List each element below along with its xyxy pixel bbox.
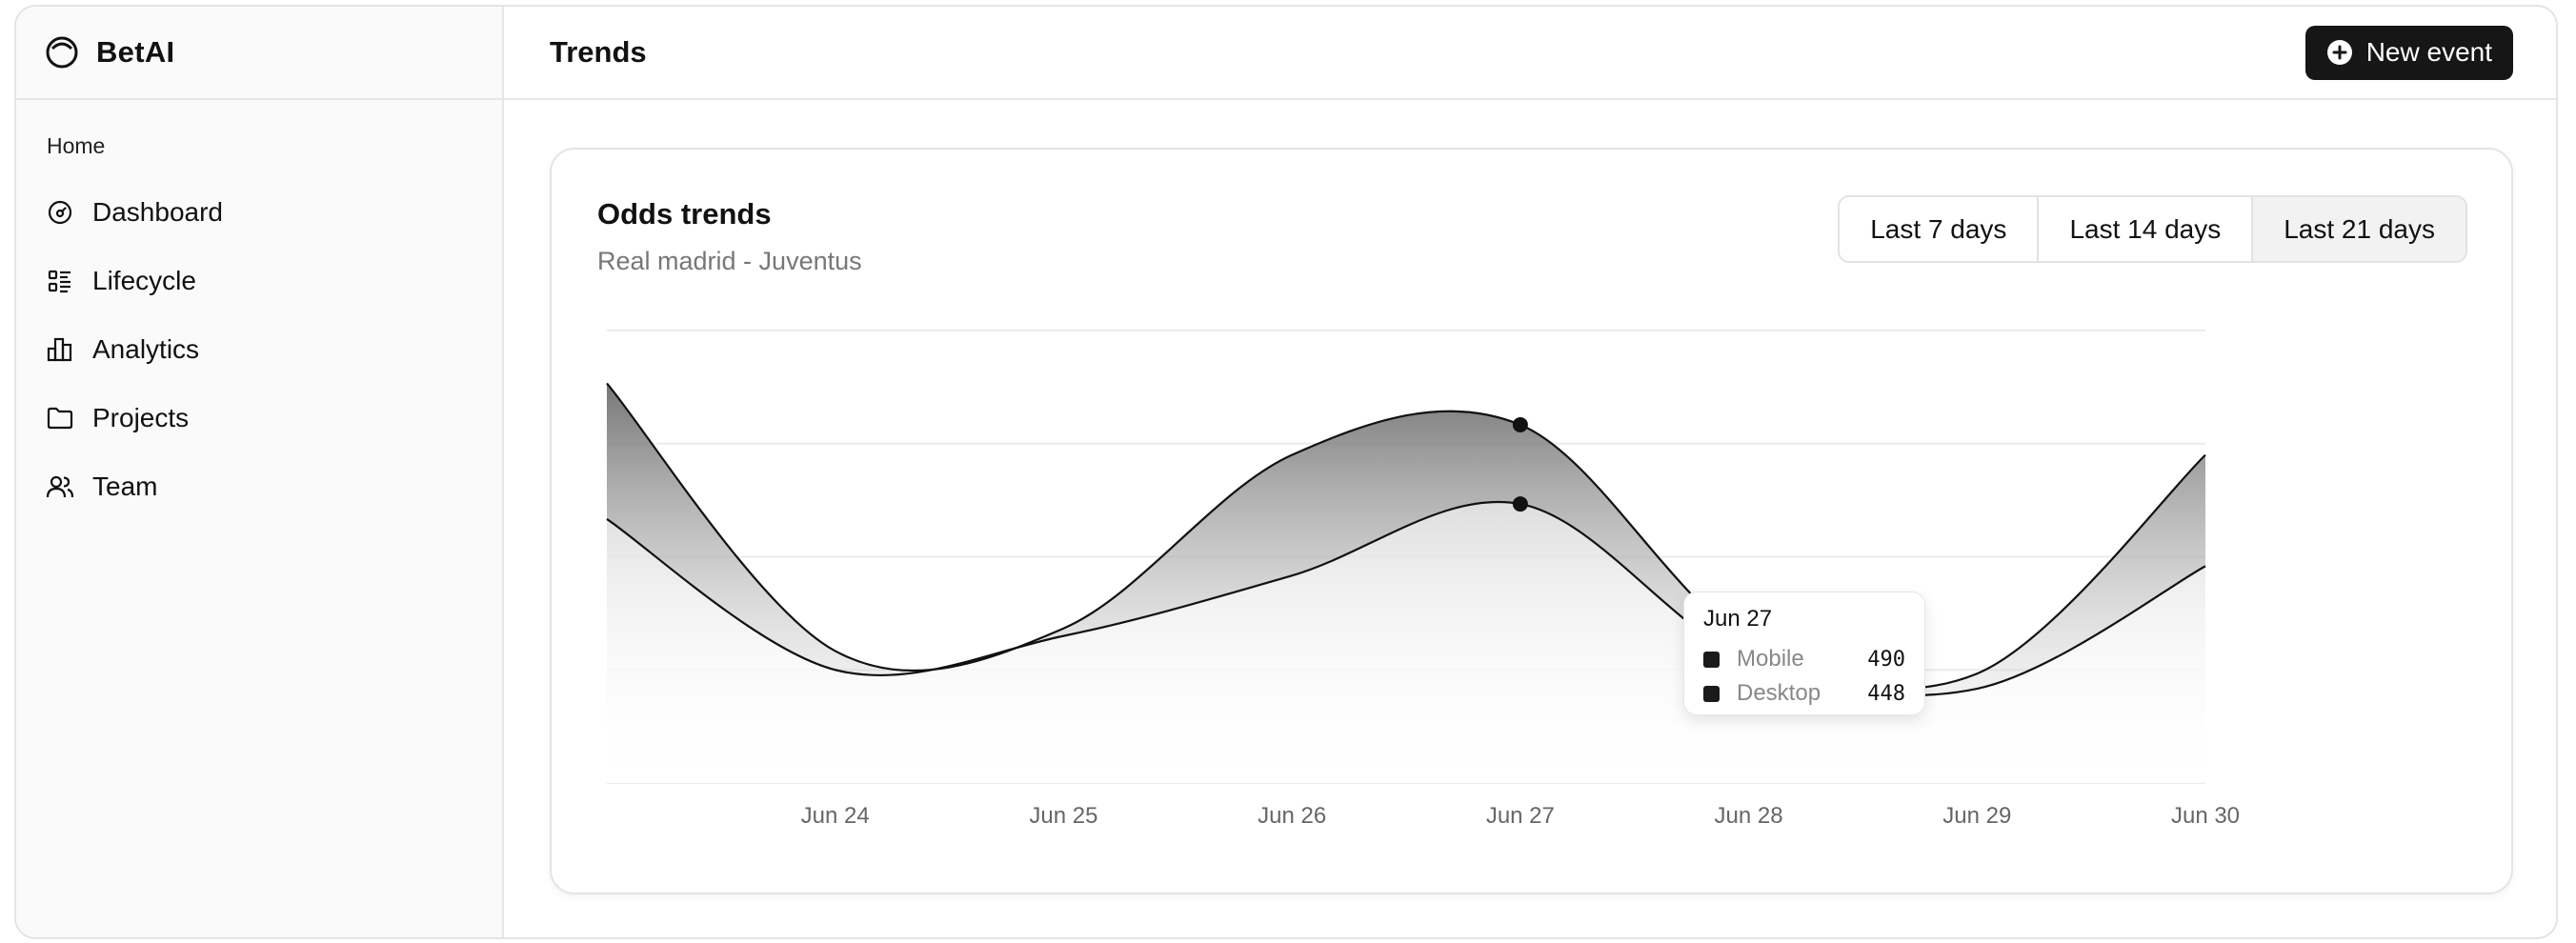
sidebar-item-lifecycle[interactable]: Lifecycle [45,247,483,315]
brand[interactable]: BetAI [16,7,502,100]
sidebar-item-dashboard[interactable]: Dashboard [45,178,483,247]
tooltip-row-mobile: Mobile 490 [1703,642,1905,676]
date-range-toggle: Last 7 days Last 14 days Last 21 days [1838,195,2467,263]
sidebar-item-projects[interactable]: Projects [45,384,483,452]
range-last-21-days-button[interactable]: Last 21 days [2253,197,2465,261]
chart-tooltip: Jun 27 Mobile 490 Desktop 448 [1683,592,1925,715]
card-title: Odds trends [597,197,772,231]
tooltip-swatch [1703,685,1720,702]
range-last-7-days-button[interactable]: Last 7 days [1840,197,2040,261]
new-event-button[interactable]: New event [2304,25,2513,80]
gauge-icon [48,200,72,225]
sidebar-item-label: Lifecycle [92,266,196,295]
tooltip-value: 448 [1867,681,1905,706]
odds-trends-card: Jun 24 Jun 25 Jun 26 Jun 27 Jun 28 Jun 29 Jun … [550,148,2513,894]
tooltip-date: Jun 27 [1703,606,1773,632]
tooltip-label: Desktop [1737,680,1821,706]
sidebar-nav: Dashboard Lifecycle [45,178,483,521]
tooltip-label: Mobile [1737,646,1804,672]
main-content: Trends New event [504,7,2556,937]
list-icon [48,270,70,293]
data-point-desktop [1512,496,1528,512]
tooltip-swatch [1703,651,1720,668]
data-point-mobile [1512,416,1528,432]
x-tick-label: Jun 28 [1715,803,1783,829]
x-tick-label: Jun 30 [2171,803,2240,829]
x-tick-label: Jun 25 [1029,803,1097,829]
sidebar: BetAI Home Dashboard [16,7,504,937]
folder-icon [47,407,73,430]
bar-chart-icon [47,337,72,362]
brand-logo-icon [45,35,79,70]
x-tick-label: Jun 24 [801,803,870,829]
x-tick-label: Jun 26 [1258,803,1326,829]
sidebar-item-team[interactable]: Team [45,452,483,521]
new-event-label: New event [2365,37,2492,67]
plus-circle-icon [2326,40,2352,65]
sidebar-item-label: Dashboard [92,197,223,227]
sidebar-item-label: Analytics [92,334,200,364]
series-line-desktop [606,500,2206,697]
nav-group-label: Home [47,133,106,158]
topbar: Trends New event [504,7,2556,100]
x-tick-label: Jun 27 [1486,803,1555,829]
tooltip-value: 490 [1867,647,1905,672]
users-icon [46,475,74,498]
page-title: Trends [550,35,647,69]
card-subtitle: Real madrid - Juventus [597,247,862,275]
series-line-mobile [606,382,2206,690]
sidebar-item-label: Team [92,472,158,501]
series-area-desktop [607,501,2205,783]
app-window: BetAI Home Dashboard [14,5,2558,939]
x-tick-label: Jun 29 [1942,803,2011,829]
tooltip-row-desktop: Desktop 448 [1703,676,1905,711]
brand-name: BetAI [96,35,175,69]
sidebar-item-analytics[interactable]: Analytics [45,315,483,384]
range-last-14-days-button[interactable]: Last 14 days [2039,197,2254,261]
sidebar-item-label: Projects [92,403,190,432]
